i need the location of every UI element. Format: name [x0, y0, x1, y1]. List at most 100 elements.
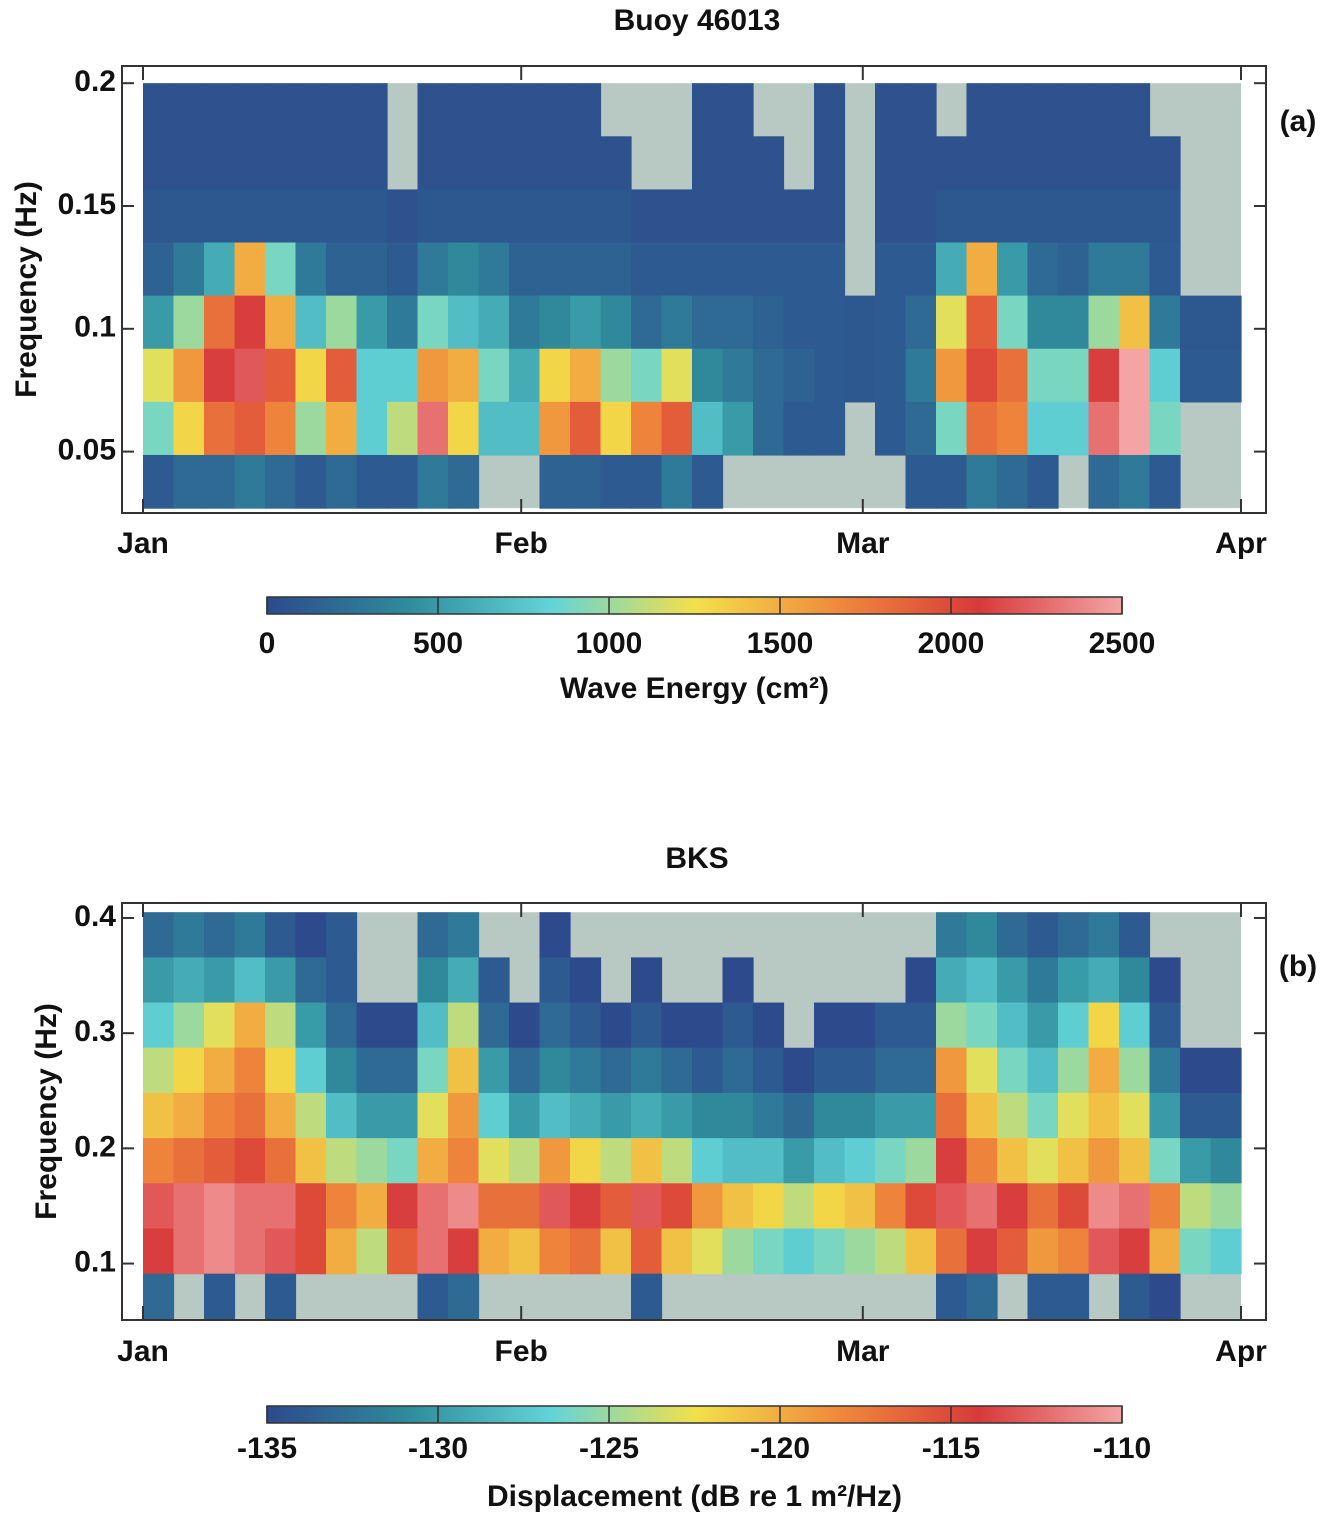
heat-cell [143, 136, 175, 191]
heat-cell [265, 454, 297, 509]
heat-cell [234, 1092, 266, 1139]
heat-cell [539, 401, 571, 456]
heat-cell [417, 348, 449, 403]
heat-cell [753, 1183, 785, 1230]
plot-frame [121, 902, 1267, 1321]
heat-cell [997, 1183, 1029, 1230]
heat-cell [997, 189, 1029, 244]
heat-cell [600, 189, 632, 244]
heat-cell [448, 295, 480, 350]
x-tick-label: Feb [495, 1335, 548, 1368]
heat-cell [234, 454, 266, 509]
heat-cell [1149, 295, 1181, 350]
heat-cell [1058, 189, 1090, 244]
heat-cell [966, 348, 998, 403]
heat-cell [1149, 1138, 1181, 1184]
heat-cell [539, 1092, 571, 1139]
heat-cell [722, 957, 754, 1004]
heat-cell [539, 136, 571, 191]
heat-cell [509, 1228, 541, 1275]
heat-cell [1088, 189, 1120, 244]
heat-cell [905, 295, 937, 350]
heat-cell [1180, 1228, 1212, 1275]
heat-cell [875, 1002, 907, 1049]
heat-cell [204, 1228, 236, 1275]
plot-frame [121, 65, 1267, 514]
heat-cell [875, 1047, 907, 1094]
heat-cell [905, 189, 937, 244]
heat-cell [966, 1273, 998, 1320]
heat-cell [1027, 401, 1059, 456]
colorbar-tick-label: 1500 [747, 627, 814, 660]
heat-cell [875, 1183, 907, 1230]
heat-cell [265, 1228, 297, 1275]
heat-cell [448, 189, 480, 244]
heat-cell [936, 1228, 968, 1275]
heat-cell [997, 136, 1029, 191]
heat-cell [722, 1138, 754, 1184]
chart-title: BKS [665, 842, 728, 875]
heat-cell [448, 1047, 480, 1094]
heat-cell [1119, 401, 1151, 456]
heat-cell [1210, 295, 1242, 350]
heat-cell [417, 1273, 449, 1320]
heat-cell [387, 189, 419, 244]
heat-cell [143, 957, 175, 1004]
heat-cell [295, 295, 327, 350]
heat-cell [661, 1183, 693, 1230]
heat-cell [326, 189, 358, 244]
heat-cell [814, 295, 846, 350]
heat-cell [966, 295, 998, 350]
heat-cell [173, 348, 205, 403]
x-tick-label: Apr [1215, 527, 1267, 560]
heat-cell [1149, 189, 1181, 244]
heat-cell [1058, 1047, 1090, 1094]
heat-cell [783, 242, 815, 297]
heat-cell [600, 1092, 632, 1139]
heat-cell [265, 1047, 297, 1094]
heat-cell [417, 401, 449, 456]
heat-cell [295, 1138, 327, 1184]
heat-cell [326, 136, 358, 191]
heat-cell [753, 189, 785, 244]
heat-cell [783, 295, 815, 350]
heat-cell [387, 401, 419, 456]
heat-cell [600, 295, 632, 350]
heat-cell [173, 454, 205, 509]
heat-cell [1088, 401, 1120, 456]
heat-cell [661, 1002, 693, 1049]
heat-cell [539, 189, 571, 244]
heat-cell [753, 401, 785, 456]
heat-cell [234, 348, 266, 403]
heat-cell [173, 1047, 205, 1094]
heat-cell [570, 454, 602, 509]
heat-cell [966, 1092, 998, 1139]
heat-cell [997, 242, 1029, 297]
heat-cell [478, 957, 510, 1004]
heat-cell [753, 1228, 785, 1275]
heat-cell [326, 1138, 358, 1184]
heat-cell [295, 1047, 327, 1094]
heat-cell [265, 1273, 297, 1320]
colorbar-tick-label: -130 [408, 1432, 468, 1465]
heat-cell [966, 242, 998, 297]
heat-cell [814, 189, 846, 244]
heat-cell [966, 401, 998, 456]
heat-cell [539, 1138, 571, 1184]
heat-cell [722, 1047, 754, 1094]
heat-cell [875, 401, 907, 456]
heat-cell [356, 1138, 388, 1184]
heat-cell [539, 1002, 571, 1049]
y-tick-label: 0.15 [58, 188, 116, 221]
heat-cell [1088, 1092, 1120, 1139]
heat-cell [966, 1183, 998, 1230]
heat-cell [1058, 1002, 1090, 1049]
heat-cell [997, 957, 1029, 1004]
heat-cell [814, 1092, 846, 1139]
heat-cell [143, 189, 175, 244]
heat-cell [875, 1138, 907, 1184]
heat-cell [722, 348, 754, 403]
heat-cell [1058, 957, 1090, 1004]
heat-cell [631, 1002, 663, 1049]
heat-cell [997, 1228, 1029, 1275]
